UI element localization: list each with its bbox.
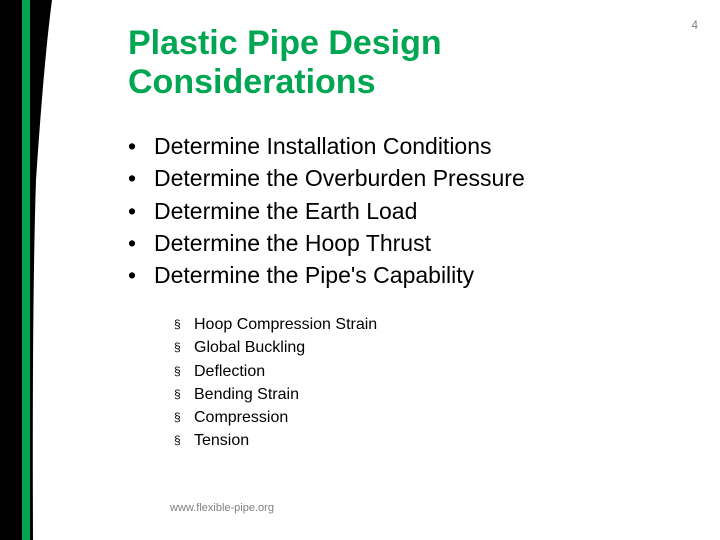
list-item-text: Deflection — [194, 360, 265, 383]
page-number: 4 — [691, 18, 698, 32]
list-item: •Determine the Pipe's Capability — [128, 259, 688, 291]
bullet-dot-icon: • — [128, 130, 154, 162]
left-decoration — [0, 0, 60, 540]
black-curve-shape — [0, 0, 52, 540]
list-item: §Compression — [174, 406, 688, 429]
list-item: §Tension — [174, 429, 688, 452]
bullet-square-icon: § — [174, 383, 194, 406]
list-item-text: Determine the Hoop Thrust — [154, 227, 431, 259]
list-item-text: Global Buckling — [194, 336, 305, 359]
sub-bullet-list: §Hoop Compression Strain §Global Bucklin… — [174, 313, 688, 452]
list-item: •Determine the Earth Load — [128, 195, 688, 227]
list-item-text: Determine the Earth Load — [154, 195, 417, 227]
list-item: §Bending Strain — [174, 383, 688, 406]
bullet-square-icon: § — [174, 313, 194, 336]
bullet-dot-icon: • — [128, 227, 154, 259]
bullet-dot-icon: • — [128, 195, 154, 227]
list-item: •Determine Installation Conditions — [128, 130, 688, 162]
list-item-text: Determine the Pipe's Capability — [154, 259, 474, 291]
list-item-text: Compression — [194, 406, 288, 429]
bullet-dot-icon: • — [128, 259, 154, 291]
list-item-text: Bending Strain — [194, 383, 299, 406]
list-item: §Deflection — [174, 360, 688, 383]
list-item: •Determine the Overburden Pressure — [128, 162, 688, 194]
list-item: §Hoop Compression Strain — [174, 313, 688, 336]
bullet-square-icon: § — [174, 336, 194, 359]
bullet-dot-icon: • — [128, 162, 154, 194]
list-item: §Global Buckling — [174, 336, 688, 359]
green-vertical-bar — [22, 0, 30, 540]
slide-content: Plastic Pipe Design Considerations •Dete… — [128, 24, 688, 452]
list-item-text: Determine Installation Conditions — [154, 130, 492, 162]
slide-title: Plastic Pipe Design Considerations — [128, 24, 688, 102]
list-item: •Determine the Hoop Thrust — [128, 227, 688, 259]
list-item-text: Tension — [194, 429, 249, 452]
list-item-text: Hoop Compression Strain — [194, 313, 377, 336]
list-item-text: Determine the Overburden Pressure — [154, 162, 525, 194]
bullet-square-icon: § — [174, 360, 194, 383]
main-bullet-list: •Determine Installation Conditions •Dete… — [128, 130, 688, 291]
footer-url: www.flexible-pipe.org — [170, 502, 274, 514]
bullet-square-icon: § — [174, 406, 194, 429]
bullet-square-icon: § — [174, 429, 194, 452]
